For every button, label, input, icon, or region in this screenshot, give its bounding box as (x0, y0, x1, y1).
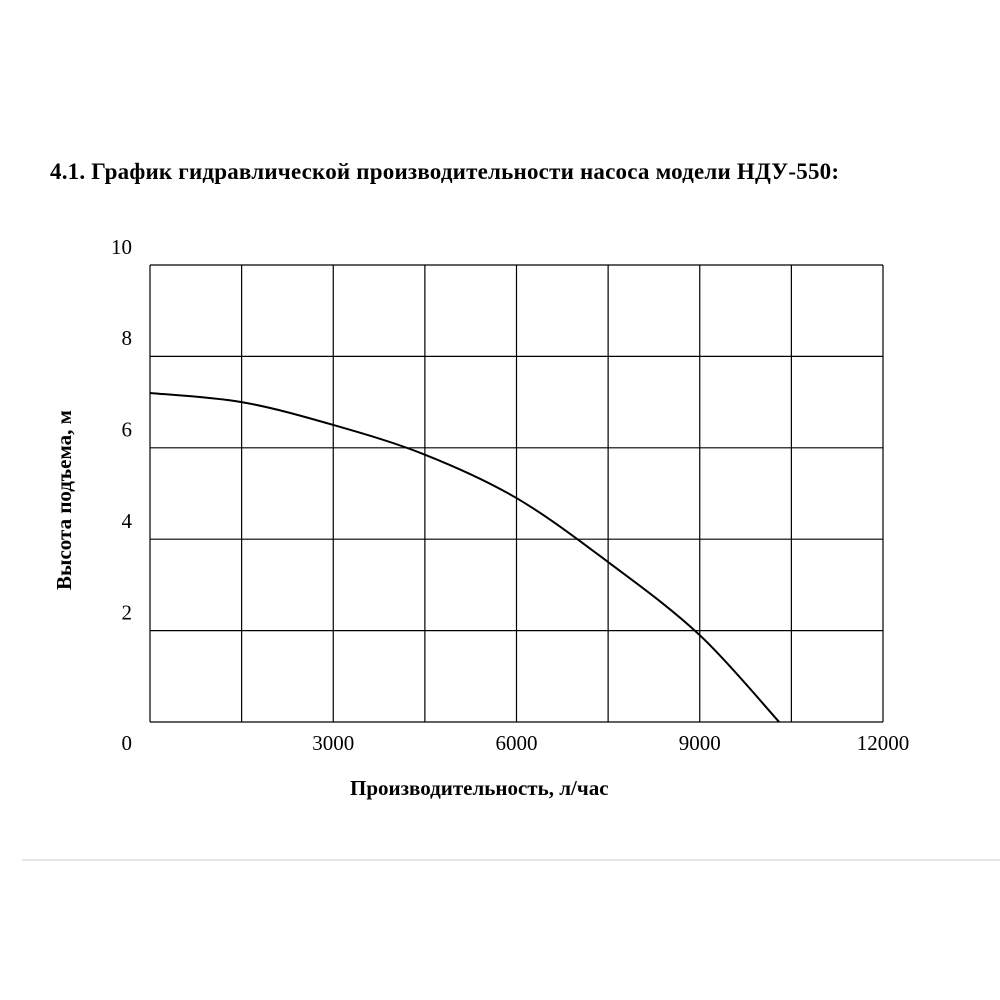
separator (22, 859, 1000, 861)
y-tick-label: 6 (122, 418, 133, 442)
line-series (149, 391, 780, 723)
y-tick-label: 8 (122, 326, 133, 350)
x-tick-label: 6000 (496, 731, 538, 755)
x-tick-label: 12000 (857, 731, 910, 755)
y-axis-label: Высота подъема, м (52, 410, 76, 590)
y-tick-label: 4 (122, 509, 133, 533)
x-axis-label: Производительность, л/час (350, 776, 609, 800)
x-tick-label: 3000 (312, 731, 354, 755)
y-tick-label: 2 (122, 600, 133, 624)
y-tick-label: 10 (111, 235, 132, 259)
chart-title: 4.1. График гидравлической производитель… (50, 159, 840, 184)
y-tick-label: 0 (122, 731, 133, 755)
x-tick-label: 9000 (679, 731, 721, 755)
